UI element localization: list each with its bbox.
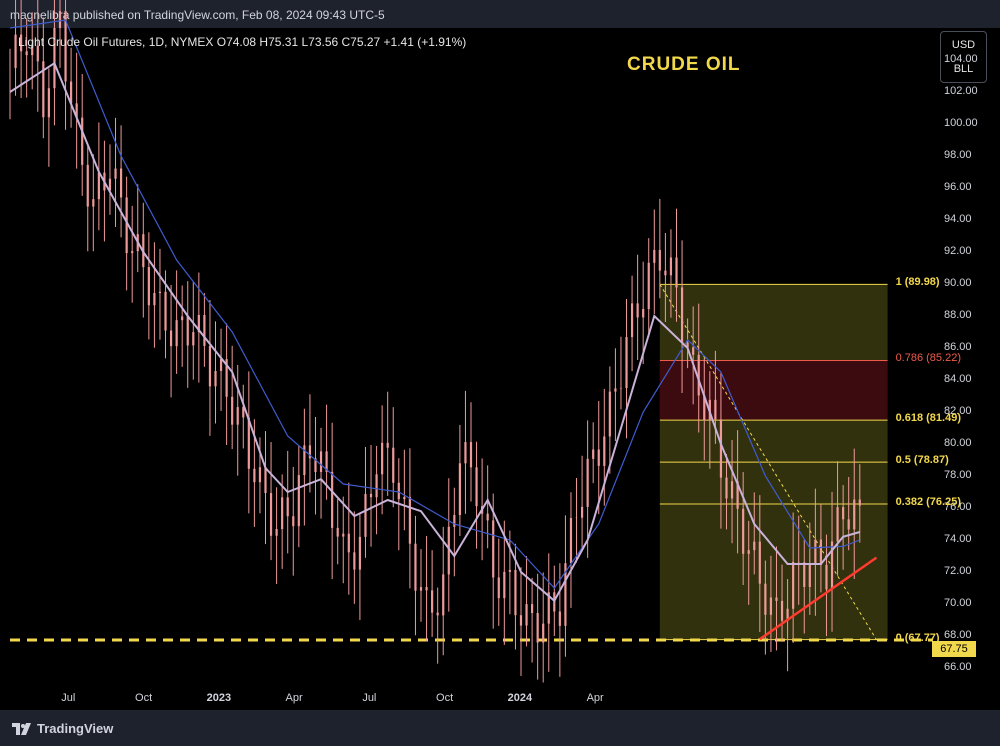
tradingview-logo[interactable]: TradingView	[12, 721, 113, 736]
price-tick-label: 94.00	[944, 213, 972, 225]
price-tick-label: 68.00	[944, 629, 972, 641]
time-tick-label: Jul	[61, 692, 76, 704]
price-tick-label: 80.00	[944, 437, 972, 449]
price-tick-label: 74.00	[944, 533, 972, 545]
price-tick-label: 82.00	[944, 405, 972, 417]
fib-label: 0.618 (81.49)	[895, 412, 961, 425]
currency-label: USD	[951, 39, 976, 51]
price-tick-label: 98.00	[944, 149, 972, 161]
symbol-legend: Light Crude Oil Futures, 1D, NYMEX O74.0…	[18, 35, 467, 49]
fib-label: 0.382 (76.25)	[895, 496, 961, 508]
publish-info: magnelibra published on TradingView.com,…	[10, 8, 385, 22]
price-tick-label: 84.00	[944, 373, 972, 385]
chart-title: CRUDE OIL	[627, 54, 741, 75]
price-tick-label: 76.00	[944, 501, 972, 513]
current-price-tag: 67.75	[932, 641, 976, 657]
publish-bar	[0, 0, 1000, 28]
price-tick-label: 88.00	[944, 309, 972, 321]
price-tick-label: 78.00	[944, 469, 972, 481]
support-trendline	[759, 556, 878, 641]
price-tick-label: 72.00	[944, 565, 972, 577]
time-tick-label: Apr	[586, 692, 604, 704]
currency-unit-selector[interactable]: USD BLL	[940, 31, 987, 83]
time-tick-label: Apr	[285, 692, 303, 704]
time-tick-label: Oct	[436, 692, 454, 704]
price-tick-label: 102.00	[944, 85, 978, 97]
price-tick-label: 96.00	[944, 181, 972, 193]
price-tick-label: 92.00	[944, 245, 972, 257]
fast-moving-average	[9, 61, 861, 603]
time-tick-label: Oct	[135, 692, 153, 704]
price-tick-label: 104.00	[944, 53, 978, 65]
price-tick-label: 70.00	[944, 597, 972, 609]
fib-label: 0.5 (78.87)	[895, 454, 949, 467]
price-tick-label: 90.00	[944, 277, 972, 289]
price-tick-label: 66.00	[944, 661, 972, 673]
fib-label: 0 (67.77)	[895, 631, 940, 644]
time-tick-label: 2024	[507, 692, 533, 704]
footer-bar	[0, 710, 1000, 746]
slow-moving-average	[9, 19, 861, 589]
price-tick-label: 100.00	[944, 117, 978, 129]
price-tick-label: 86.00	[944, 341, 972, 353]
brand-name: TradingView	[37, 721, 114, 736]
time-tick-label: Jul	[362, 692, 377, 704]
unit-label: BLL	[953, 63, 974, 75]
tradingview-icon	[12, 722, 31, 735]
fib-label: 1 (89.98)	[895, 276, 940, 289]
fib-label: 0.786 (85.22)	[895, 352, 961, 365]
time-tick-label: 2023	[206, 692, 232, 704]
